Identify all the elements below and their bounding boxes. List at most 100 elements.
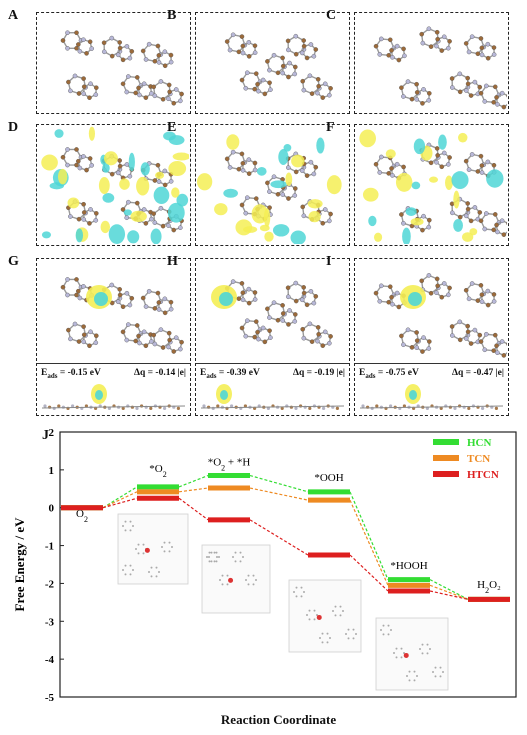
plot-frame — [59, 431, 517, 698]
molecule-ring — [463, 281, 487, 303]
structure-image — [60, 30, 184, 106]
molecule-ring — [166, 335, 184, 354]
crystal-structure — [373, 26, 507, 110]
molecule-ring — [299, 159, 319, 178]
structure-image — [211, 279, 333, 348]
series-connector — [429, 584, 469, 600]
panel-label: D — [8, 120, 19, 135]
adsorption-values: Eads = -0.75 eV Δq = -0.47 |e| — [359, 368, 504, 380]
molecule-ring — [315, 329, 333, 348]
molecule-ring — [76, 37, 94, 56]
structure-image — [373, 26, 507, 110]
charge-density-lobes — [359, 129, 504, 244]
panel-label: G — [8, 254, 19, 269]
molecule-ring — [60, 30, 84, 51]
molecule-ring — [300, 321, 322, 344]
series-connector — [178, 487, 209, 493]
molecule-ring — [299, 42, 319, 61]
molecule-ring — [463, 205, 483, 224]
panel-label: H — [167, 254, 178, 269]
chart-x-axis-title: Reaction Coordinate — [220, 712, 337, 727]
panel-d — [36, 124, 191, 246]
molecule-ring — [156, 296, 174, 316]
panel-label: F — [326, 120, 335, 135]
panel-divider — [196, 363, 349, 364]
molecule-ring — [434, 34, 452, 53]
molecule-ring — [76, 154, 94, 173]
molecule-ring — [66, 321, 88, 344]
charge-density-lobes — [41, 126, 189, 244]
step-label: *O2 + *H — [208, 456, 251, 472]
y-axis-title: Free Energy / eV — [12, 517, 27, 612]
structure-image — [224, 32, 333, 100]
molecule-ring — [240, 157, 258, 176]
molecule-ring — [315, 81, 333, 100]
molecule-ring — [239, 70, 263, 92]
y-tick-label: 1 — [49, 465, 55, 477]
legend-entry: TCN — [467, 453, 490, 465]
crystal-structure — [60, 30, 184, 106]
molecule-ring — [265, 174, 287, 197]
side-view-slab — [359, 384, 504, 410]
y-tick-label: 0 — [49, 503, 55, 515]
molecule-ring — [494, 90, 507, 110]
molecule-ring — [299, 289, 319, 308]
crystal-structure — [224, 279, 333, 348]
panel-i: Eads = -0.75 eV Δq = -0.47 |e| — [354, 258, 509, 416]
panel-b — [195, 12, 350, 114]
molecule-ring — [414, 87, 432, 106]
intermediate-structure-inset — [375, 617, 449, 691]
molecule-ring — [414, 335, 432, 354]
side-view-slab — [41, 384, 186, 410]
panel-c — [354, 12, 509, 114]
molecule-ring — [166, 87, 184, 106]
molecule-ring — [280, 60, 298, 80]
molecule-ring — [60, 147, 84, 168]
step-label: *OOH — [314, 472, 343, 484]
panel-label: C — [326, 8, 337, 23]
panel-label: E — [167, 120, 177, 135]
panel-label: A — [8, 8, 19, 23]
y-tick-label: 2 — [49, 427, 55, 439]
structure-image — [60, 277, 184, 354]
series-connector — [178, 497, 209, 521]
molecule-ring — [494, 218, 507, 237]
molecule-ring — [140, 41, 164, 64]
molecule-ring — [494, 339, 507, 358]
legend: HCN TCN HTCN — [433, 437, 499, 481]
adsorption-values: Eads = -0.15 eV Δq = -0.14 |e| — [41, 368, 186, 380]
series-connector — [102, 497, 138, 509]
series-connector — [178, 474, 209, 488]
panel-f — [354, 124, 509, 246]
legend-entry: HTCN — [467, 469, 499, 481]
molecule-ring — [115, 290, 135, 310]
molecule-ring — [224, 149, 248, 172]
y-tick-label: -4 — [45, 654, 55, 666]
y-tick-label: -5 — [45, 692, 55, 704]
structure-image — [373, 273, 507, 358]
adsorption-energy: Eads = -0.15 eV — [41, 368, 101, 380]
series-connector — [102, 486, 138, 509]
molecule-ring — [81, 329, 99, 349]
molecule-ring — [300, 73, 322, 96]
step-label: O2 — [76, 508, 88, 524]
adsorption-energy: Eads = -0.39 eV — [200, 368, 260, 380]
charge-density-lobes — [196, 134, 342, 244]
y-tick-label: -3 — [45, 616, 55, 628]
series-connector — [349, 491, 389, 580]
molecule-ring — [479, 41, 497, 61]
series-connector — [249, 474, 309, 493]
panel-divider — [355, 363, 508, 364]
molecule-ring — [463, 152, 487, 174]
step-label: H2O₂ — [477, 579, 501, 595]
intermediate-structure-inset — [288, 579, 362, 653]
molecule-ring — [156, 49, 174, 69]
y-tick-label: -1 — [45, 541, 54, 553]
molecule-ring — [463, 327, 483, 346]
molecule-ring — [463, 79, 483, 98]
molecule-ring — [115, 44, 135, 63]
structure-image — [359, 129, 507, 244]
molecule-ring — [60, 277, 84, 298]
molecule-ring — [81, 81, 99, 100]
series-htcn — [61, 495, 510, 602]
